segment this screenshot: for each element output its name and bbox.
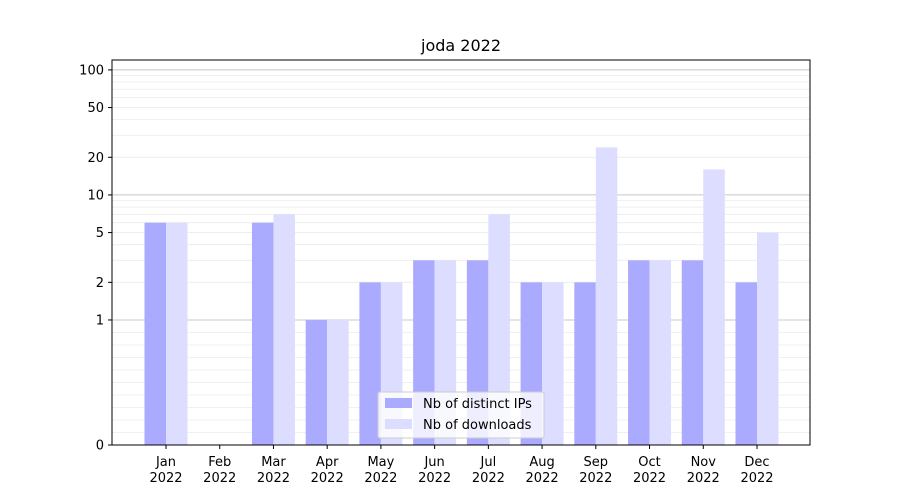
- bar-downloads-dec: [757, 232, 779, 445]
- x-tick-label: Jun 2022: [418, 455, 451, 486]
- x-tick-label: Oct 2022: [633, 455, 666, 486]
- x-tick-label: Apr 2022: [311, 455, 344, 486]
- bar-downloads-jan: [166, 222, 188, 445]
- bar-downloads-oct: [649, 260, 672, 445]
- x-tick-label: Jul 2022: [472, 455, 505, 486]
- x-tick-label: Aug 2022: [526, 455, 559, 486]
- legend-label-downloads: Nb of downloads: [423, 418, 532, 433]
- x-tick-label: Jan 2022: [149, 455, 182, 486]
- bar-distinct-ips-may: [359, 282, 381, 445]
- x-tick-label: Dec 2022: [740, 455, 773, 486]
- y-tick-label: 50: [87, 101, 104, 116]
- bar-downloads-mar: [273, 214, 295, 445]
- plot-frame: [111, 59, 811, 446]
- bar-distinct-ips-apr: [305, 319, 328, 445]
- y-tick-label: 20: [87, 151, 104, 166]
- y-tick-label: 1: [96, 313, 104, 328]
- y-axis: 0 1 2 5 10 20 50 100: [79, 63, 112, 454]
- bar-distinct-ips-sep: [574, 282, 596, 445]
- chart-title: joda 2022: [420, 36, 501, 55]
- x-tick-label: May 2022: [364, 455, 397, 486]
- legend-swatch-downloads: [385, 419, 412, 429]
- y-tick-label: 10: [87, 188, 104, 203]
- bar-downloads-sep: [595, 147, 618, 446]
- y-tick-label: 2: [96, 276, 104, 291]
- bar-downloads-aug: [542, 282, 564, 445]
- bar-downloads-apr: [327, 319, 349, 445]
- legend-label-distinct-ips: Nb of distinct IPs: [423, 397, 532, 412]
- y-tick-label: 0: [96, 439, 104, 454]
- legend-box: [377, 391, 545, 439]
- bar-distinct-ips-jan: [144, 222, 166, 445]
- bar-distinct-ips-mar: [251, 222, 274, 445]
- bar-downloads-nov: [703, 169, 725, 445]
- x-tick-label: Sep 2022: [579, 455, 612, 486]
- bar-distinct-ips-oct: [628, 260, 650, 445]
- y-tick-label: 5: [96, 226, 104, 241]
- x-axis: Jan 2022 Feb 2022 Mar 2022 Apr 2022 May 2022 Jun 20…: [149, 445, 774, 486]
- x-tick-label: Nov 2022: [687, 455, 720, 486]
- y-tick-label: 100: [79, 63, 104, 78]
- x-tick-label: Mar 2022: [257, 455, 290, 486]
- x-tick-label: Feb 2022: [203, 455, 236, 486]
- grid-lines: [112, 69, 810, 433]
- bar-downloads-jul: [488, 214, 510, 445]
- legend-swatch-distinct-ips: [385, 398, 412, 408]
- bar-distinct-ips-dec: [735, 282, 757, 445]
- legend: Nb of distinct IPs Nb of downloads: [377, 391, 545, 439]
- bar-distinct-ips-nov: [681, 260, 704, 445]
